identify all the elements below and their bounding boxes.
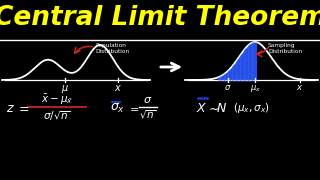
Text: $=$: $=$: [16, 102, 30, 114]
Text: $=$: $=$: [127, 103, 139, 113]
Text: Population
Distribution: Population Distribution: [95, 43, 129, 54]
Text: $N$: $N$: [217, 102, 228, 114]
Text: $\sim$: $\sim$: [206, 102, 220, 114]
Text: $x$: $x$: [296, 83, 304, 92]
Text: $x$: $x$: [114, 83, 122, 93]
Text: $\sigma$: $\sigma$: [143, 95, 153, 105]
Text: $\mu$: $\mu$: [61, 83, 69, 95]
Text: $\sigma_x$: $\sigma_x$: [110, 102, 125, 114]
Text: Central Limit Theorem: Central Limit Theorem: [0, 5, 320, 31]
Text: $z$: $z$: [6, 102, 15, 114]
Text: $\sigma/\sqrt{n}$: $\sigma/\sqrt{n}$: [43, 109, 71, 123]
Text: $\sigma$: $\sigma$: [224, 83, 232, 92]
Text: $\mu_x$: $\mu_x$: [250, 83, 260, 94]
Text: Sampling
Distribution: Sampling Distribution: [268, 43, 302, 54]
Text: $\bar{x} - \mu_{\bar{x}}$: $\bar{x} - \mu_{\bar{x}}$: [41, 93, 73, 107]
Text: $({\mu_x, \sigma_x})$: $({\mu_x, \sigma_x})$: [233, 101, 270, 115]
Text: $\sqrt{n}$: $\sqrt{n}$: [139, 109, 157, 121]
Text: $X$: $X$: [196, 102, 208, 115]
